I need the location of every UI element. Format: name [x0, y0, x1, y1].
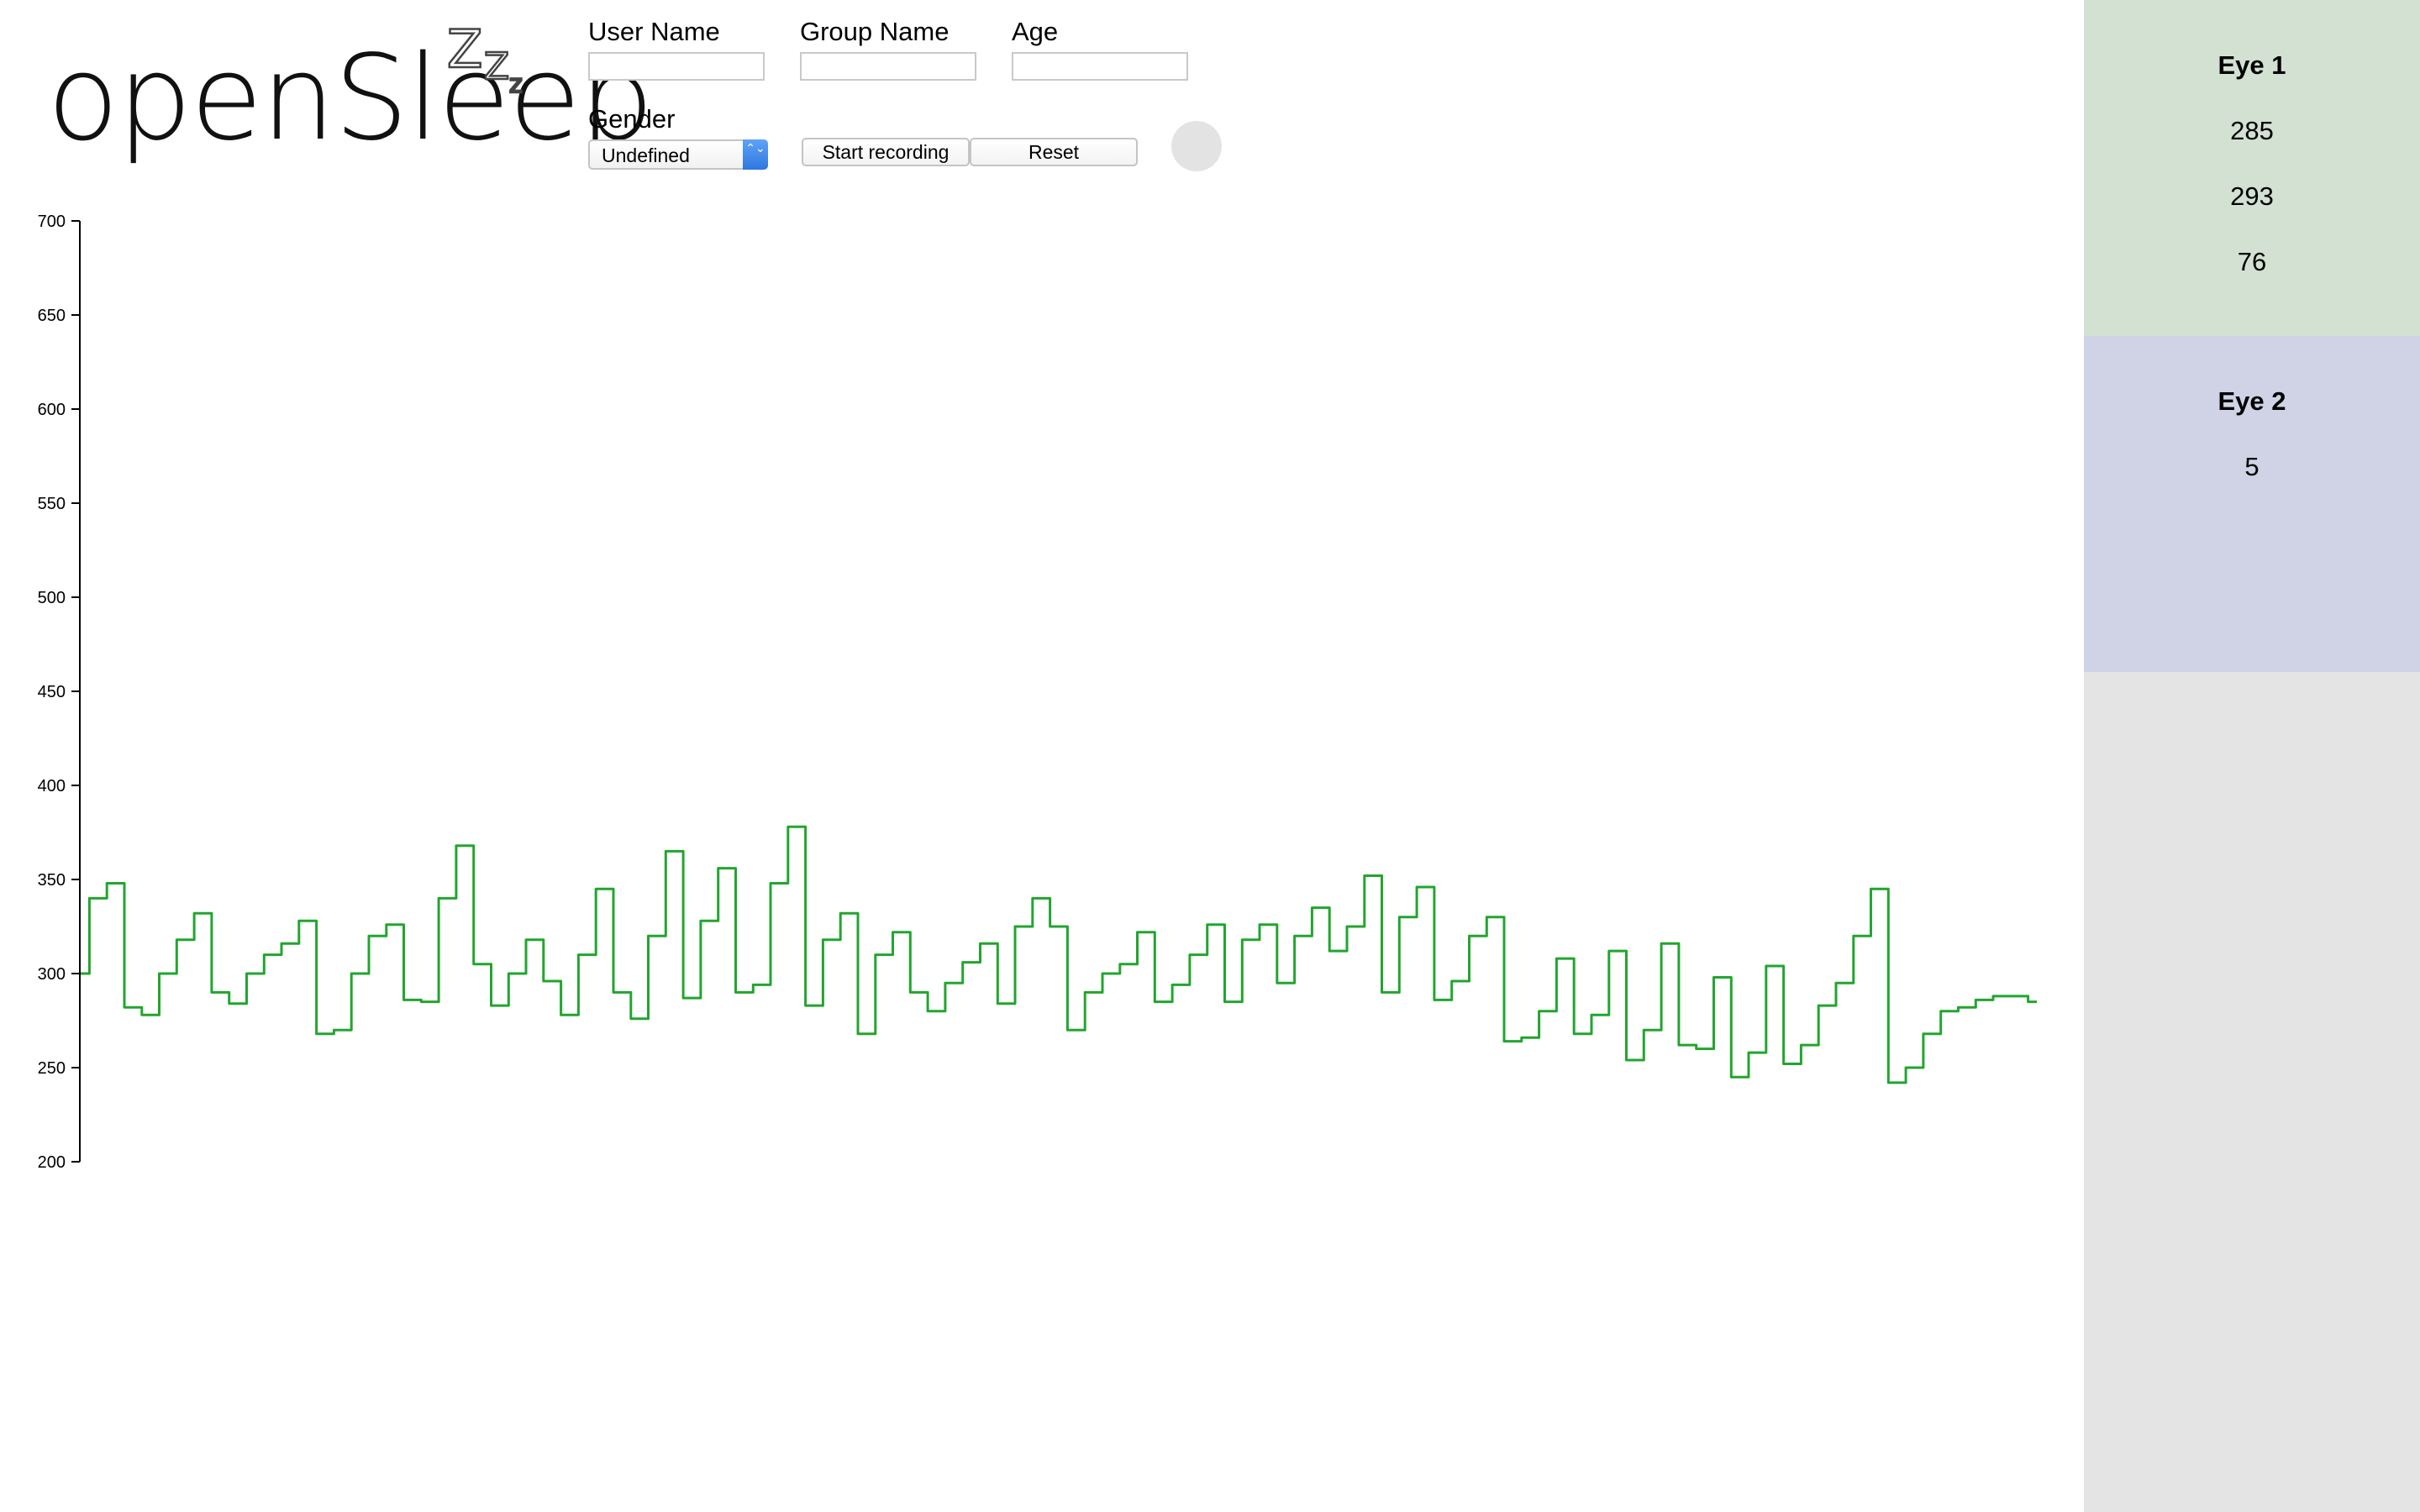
logo-wordmark: openSleep — [47, 30, 654, 167]
gender-selected-value: Undefined — [602, 144, 690, 166]
reset-button[interactable]: Reset — [970, 138, 1138, 166]
gender-label: Gender — [588, 104, 676, 134]
series-line-signal — [81, 825, 2037, 1084]
signal-chart: 200 250 300 350 400 450 500 550 600 650 700 — [38, 213, 2037, 1172]
age-input[interactable] — [1012, 52, 1188, 81]
y-tick-label-350: 350 — [38, 871, 66, 890]
y-tick-label-300: 300 — [38, 965, 66, 984]
y-tick-label-400: 400 — [38, 777, 66, 795]
plot-area — [81, 825, 2037, 1084]
age-label: Age — [1012, 17, 1059, 46]
group-name-input[interactable] — [800, 52, 976, 81]
eye1-value-3: 76 — [2237, 247, 2267, 276]
sleep-z-icon-large: Z — [446, 18, 484, 80]
y-tick-label-650: 650 — [38, 307, 66, 325]
select-arrows-icon: ⌃⌄ — [743, 139, 768, 170]
eye1-value-2: 293 — [2230, 181, 2274, 211]
y-tick-label-250: 250 — [38, 1059, 66, 1078]
eye2-panel: Eye 2 5 — [2084, 336, 2420, 672]
group-name-label: Group Name — [800, 17, 950, 46]
y-tick-label-450: 450 — [38, 683, 66, 701]
recording-status-indicator — [1171, 121, 1222, 171]
y-tick-label-200: 200 — [38, 1153, 66, 1172]
y-tick-label-700: 700 — [38, 213, 66, 231]
user-name-input[interactable] — [588, 52, 765, 81]
eye2-value-1: 5 — [2244, 452, 2260, 481]
y-tick-label-500: 500 — [38, 589, 66, 607]
y-tick-label-600: 600 — [38, 401, 66, 419]
user-name-label: User Name — [588, 17, 720, 46]
y-axis: 200 250 300 350 400 450 500 550 600 650 700 — [38, 213, 81, 1172]
eye1-panel: Eye 1 285 293 76 — [2084, 0, 2420, 336]
eye1-title: Eye 1 — [2217, 50, 2286, 80]
sleep-z-icon-medium: Z — [483, 45, 511, 88]
sleep-z-icon-small: z — [508, 70, 523, 99]
eye1-value-1: 285 — [2230, 116, 2274, 145]
start-recording-button[interactable]: Start recording — [802, 138, 970, 166]
opensleep-logo: openSleep Z Z z — [47, 22, 654, 166]
y-tick-label-550: 550 — [38, 495, 66, 513]
eye-sidebar: Eye 1 285 293 76 Eye 2 5 — [2084, 0, 2420, 1512]
eye2-title: Eye 2 — [2217, 386, 2286, 416]
gender-select[interactable]: Undefined ⌃⌄ — [588, 139, 768, 170]
